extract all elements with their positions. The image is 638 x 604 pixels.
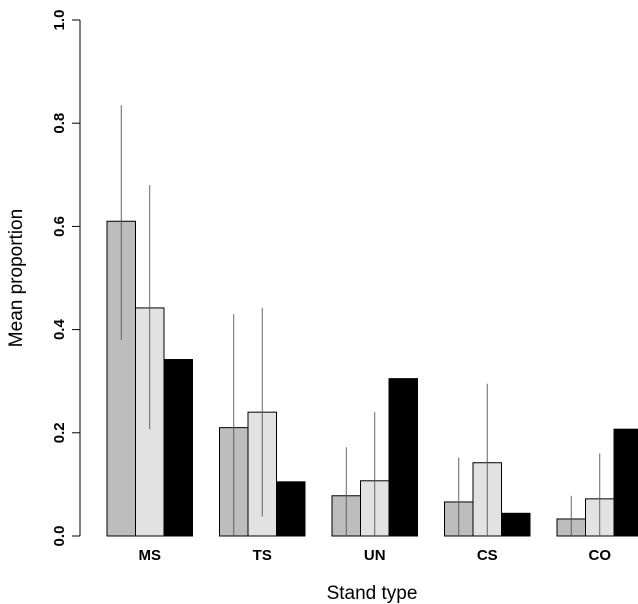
bar-cs-s3 (501, 512, 531, 537)
y-axis-ticks: 0.0 0.2 0.4 0.6 0.8 1.0 (51, 10, 80, 547)
y-tick-label-1: 0.2 (51, 422, 68, 443)
bar-ms-s3 (163, 359, 193, 537)
x-tick-label-co: CO (589, 547, 612, 564)
y-axis-title: Mean proportion (6, 209, 27, 347)
bar-co-s3 (613, 428, 638, 537)
y-tick-label-5: 1.0 (51, 10, 68, 31)
y-tick-label-2: 0.4 (51, 319, 68, 341)
x-tick-label-ts: TS (253, 547, 272, 564)
bar-groups (106, 105, 638, 537)
bar-ts-s3 (276, 481, 306, 537)
x-axis-tick-labels: MS TS UN CS CO (139, 547, 612, 564)
bar-un-s3 (388, 378, 418, 537)
y-tick-label-0: 0.0 (51, 526, 68, 547)
x-tick-label-un: UN (364, 547, 386, 564)
y-tick-label-3: 0.6 (51, 216, 68, 237)
x-tick-label-cs: CS (477, 547, 498, 564)
x-axis-title: Stand type (327, 583, 418, 604)
y-tick-label-4: 0.8 (51, 113, 68, 134)
x-tick-label-ms: MS (139, 547, 162, 564)
